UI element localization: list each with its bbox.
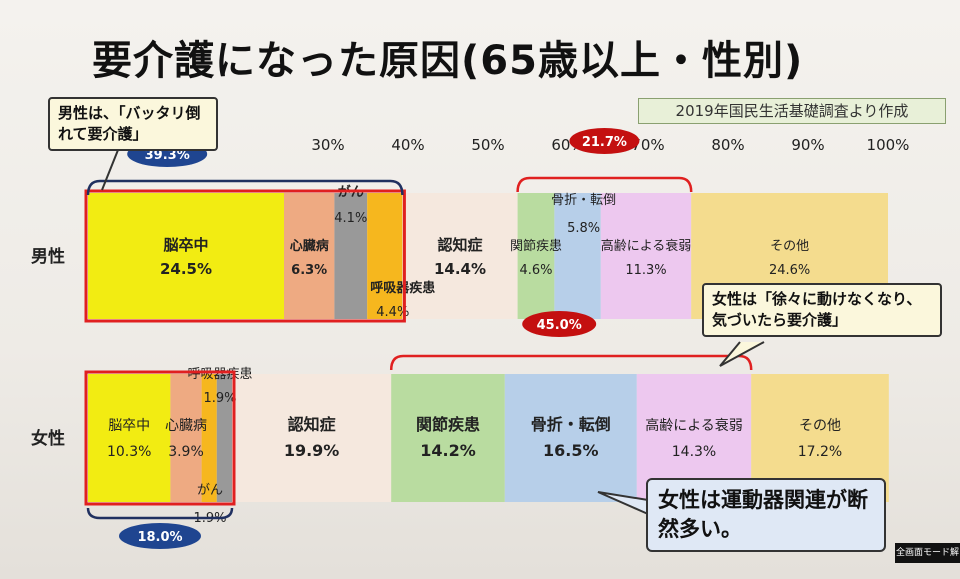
data-label: 1.9% [203,391,236,406]
data-label-name: 関節疾患 [416,415,480,434]
bar-segment [554,193,601,319]
bar-segment [334,193,368,319]
data-label: 11.3% [625,263,666,278]
bar-segment [402,193,518,319]
bracket-male-circulatory [86,179,404,196]
callout-male-text: 男性は、「バッタリ倒れて要介護」 [58,104,201,143]
data-label: 14.3% [672,444,716,460]
badge-female-musculo [522,311,597,337]
data-label-name: 呼吸器疾患 [187,367,252,382]
bar-segment [391,374,505,502]
x-tick-label: 30% [311,136,344,154]
data-label: 4.4% [376,305,409,320]
bar-segment [600,193,692,319]
data-label-name: 認知症 [288,415,336,434]
highlight-box-female [84,370,236,506]
data-label: 16.5% [543,441,599,460]
data-label: 5.8% [567,221,600,236]
badge-female-circulatory [119,523,201,549]
callout-musculo-text: 女性は運動器関連が断然多い。 [658,488,868,541]
category-label: 男性 [31,246,65,267]
badge-female-musculo-label: 45.0% [537,318,582,333]
bar-segment [504,374,637,502]
data-label-name: 高齢による衰弱 [601,238,692,254]
category-label: 女性 [31,428,65,449]
bar-segment [216,374,232,502]
data-label-name: 骨折・転倒 [531,415,611,434]
bar-segment [170,374,202,502]
data-label-name: 心臓病 [290,238,329,254]
badge-male-musculo-label: 21.7% [582,135,627,150]
callout-male-pointer [101,149,119,191]
source-note: 2019年国民生活基礎調査より作成 [638,98,946,124]
data-label: 24.6% [769,263,810,278]
bar-segment [367,193,403,319]
data-label-name: がん [197,483,223,498]
data-label: 10.3% [107,444,151,460]
data-label: 4.6% [519,263,552,278]
x-tick-label: 50% [471,136,504,154]
badge-male-circulatory-label: 39.3% [145,148,190,163]
data-label-name: その他 [799,418,841,434]
callout-musculo-pointer [597,491,649,515]
data-label-name: 呼吸器疾患 [370,280,435,296]
data-label-name: 骨折・転倒 [551,193,616,208]
callout-female-pointer [719,341,765,367]
callout-male: 男性は、「バッタリ倒れて要介護」 [48,97,218,151]
data-label: 14.4% [434,260,486,278]
bracket-female-circulatory [86,507,234,520]
x-tick-label: 100% [867,136,910,154]
x-tick-label: 80% [711,136,744,154]
data-label: 19.9% [284,441,340,460]
bracket-male-musculo [516,176,693,193]
x-tick-label: 90% [791,136,824,154]
data-label-name: 認知症 [437,236,482,254]
badge-female-circulatory-label: 18.0% [137,530,182,545]
bracket-female-musculo [389,354,753,371]
bar-segment [232,374,392,502]
data-label: 3.9% [168,444,204,460]
bar-segment [88,193,284,319]
data-label: 6.3% [291,263,327,278]
x-tick-label: 40% [391,136,424,154]
x-tick-label: 70% [631,136,664,154]
data-label-name: その他 [770,239,809,254]
data-label: 14.2% [420,441,476,460]
page-title: 要介護になった原因(65歳以上・性別) [92,38,804,84]
data-label-name: 脳卒中 [108,418,150,434]
data-label-name: 心臓病 [165,418,207,434]
data-label-name: 脳卒中 [163,236,208,254]
callout-female: 女性は「徐々に動けなくなり、気づいたら要介護」 [702,283,942,337]
data-label: 24.5% [160,260,212,278]
callout-female-text: 女性は「徐々に動けなくなり、気づいたら要介護」 [712,290,922,329]
callout-musculo: 女性は運動器関連が断然多い。 [646,478,886,552]
bar-segment [88,374,171,502]
badge-male-musculo [569,128,640,154]
data-label-name: 関節疾患 [510,239,562,254]
highlight-box-male [84,189,406,323]
data-label-name: 高齢による衰弱 [645,417,743,434]
bar-segment [517,193,555,319]
data-label: 4.1% [334,211,367,226]
bar-segment [201,374,217,502]
data-label: 17.2% [798,444,842,460]
fullscreen-exit-button[interactable]: 全画面モード解 [895,543,960,563]
bar-segment [284,193,335,319]
